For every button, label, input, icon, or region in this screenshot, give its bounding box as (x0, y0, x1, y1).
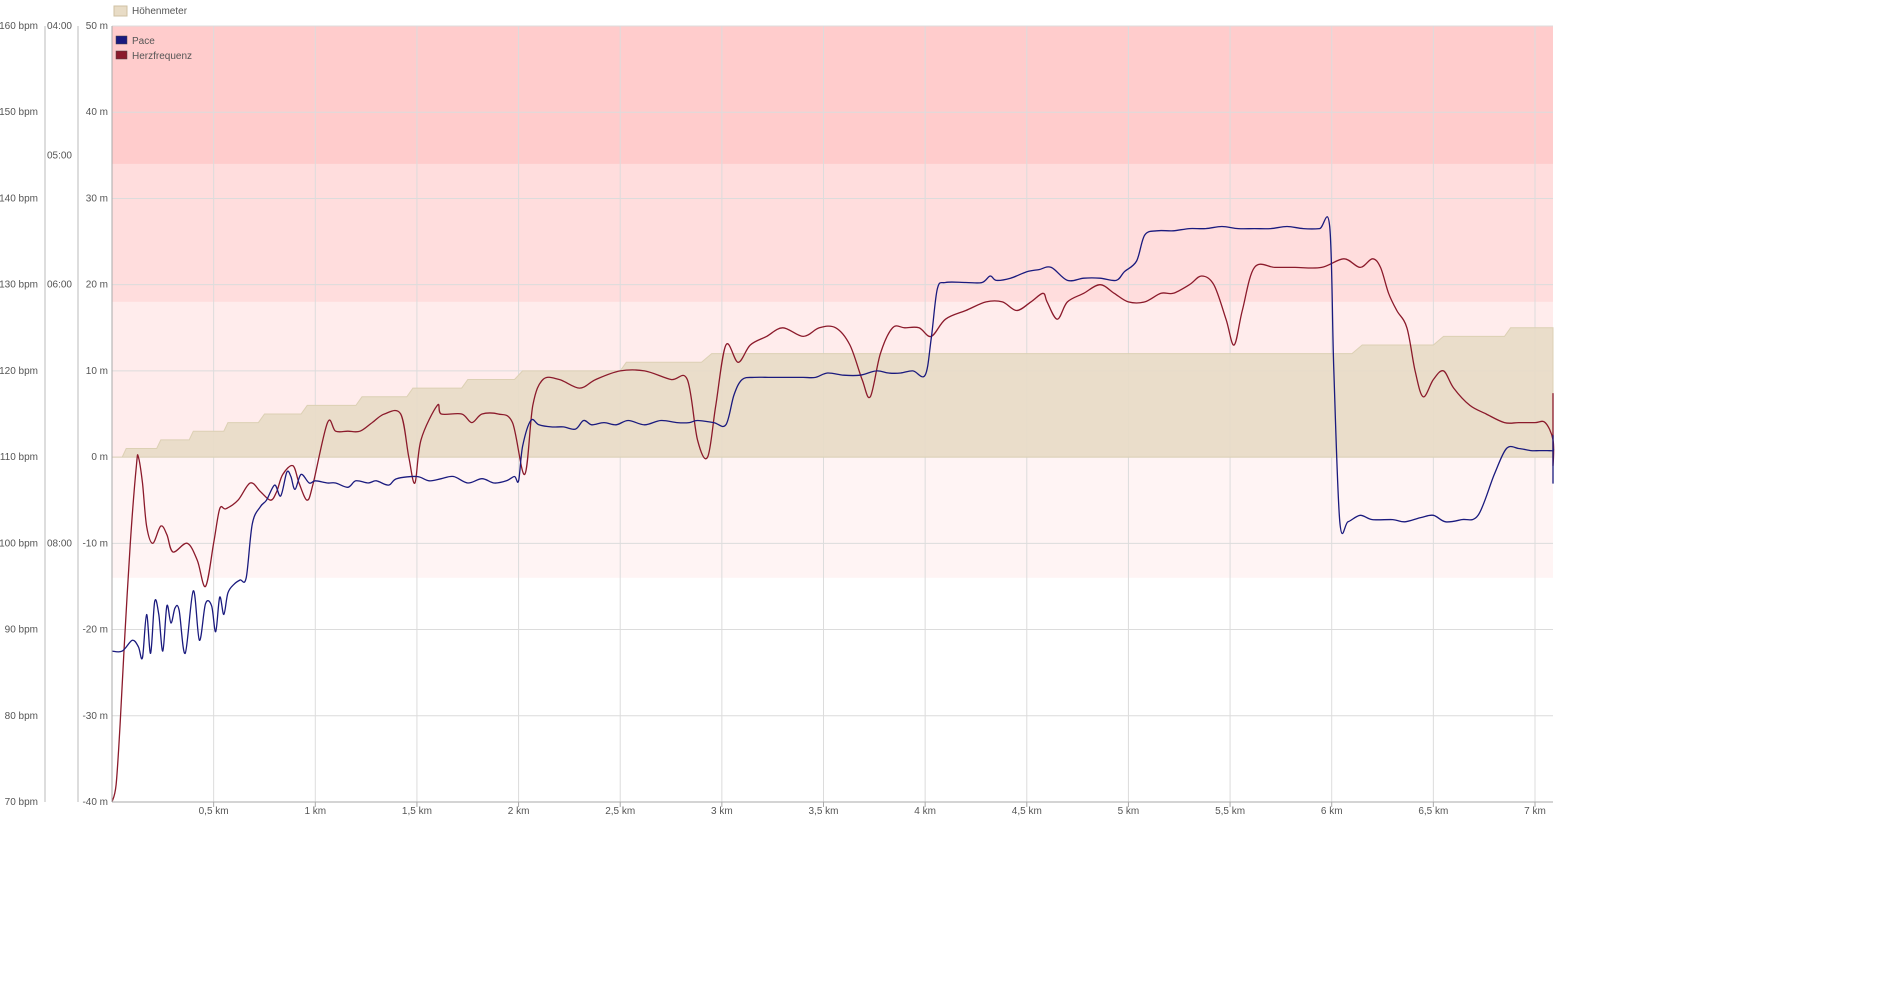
legend-swatch-pace (115, 35, 128, 45)
elevation-tick-label: 10 m (86, 366, 108, 377)
elevation-tick-label: -20 m (82, 625, 108, 636)
hr-tick-label: 100 bpm (0, 538, 38, 549)
legend-swatch-hoehenmeter (113, 5, 128, 17)
x-tick-label: 0,5 km (199, 806, 229, 817)
x-tick-label: 5 km (1118, 806, 1140, 817)
x-tick-label: 5,5 km (1215, 806, 1245, 817)
hr-tick-label: 150 bpm (0, 107, 38, 118)
legend-item-herzfrequenz: Herzfrequenz (115, 50, 192, 62)
pace-tick-label: 06:00 (47, 280, 72, 291)
hr-tick-label: 110 bpm (0, 452, 38, 463)
elevation-tick-label: -10 m (82, 538, 108, 549)
x-tick-label: 4,5 km (1012, 806, 1042, 817)
legend-label-pace: Pace (132, 36, 155, 47)
x-tick-label: 6,5 km (1418, 806, 1448, 817)
x-tick-label: 1 km (304, 806, 326, 817)
axes: 70 bpm 80 bpm 90 bpm 100 bpm 110 bpm 120 bpm 1… (0, 21, 1553, 817)
legend-item-pace: Pace (115, 35, 155, 47)
elevation-tick-label: -30 m (82, 711, 108, 722)
pace-tick-label: 05:00 (47, 150, 72, 161)
hr-tick-label: 160 bpm (0, 21, 38, 32)
legend-item-hoehenmeter: Höhenmeter (113, 5, 188, 17)
elevation-tick-label: 0 m (91, 452, 108, 463)
series-layer (111, 216, 1555, 803)
elevation-tick-label: -40 m (82, 797, 108, 808)
hr-tick-label: 90 bpm (5, 625, 38, 636)
legend-label-hoehenmeter: Höhenmeter (132, 6, 188, 17)
x-tick-label: 2 km (508, 806, 530, 817)
hr-tick-label: 70 bpm (5, 797, 38, 808)
legend-label-herzfrequenz: Herzfrequenz (132, 51, 192, 62)
hr-zone-4 (112, 26, 1553, 164)
hr-tick-label: 120 bpm (0, 366, 38, 377)
legend: Höhenmeter Pace Herzfrequenz (113, 5, 192, 62)
x-tick-label: 3 km (711, 806, 733, 817)
heart-rate-zones (112, 26, 1553, 578)
heart-rate-line (111, 258, 1555, 803)
elevation-tick-label: 30 m (86, 193, 108, 204)
x-tick-label: 7 km (1524, 806, 1546, 817)
pace-tick-label: 04:00 (47, 21, 72, 32)
x-tick-label: 1,5 km (402, 806, 432, 817)
legend-swatch-herzfrequenz (115, 50, 128, 60)
x-tick-label: 6 km (1321, 806, 1343, 817)
hr-tick-label: 130 bpm (0, 280, 38, 291)
hr-zone-3 (112, 163, 1553, 302)
hr-tick-label: 140 bpm (0, 193, 38, 204)
x-tick-label: 3,5 km (808, 806, 838, 817)
elevation-tick-label: 50 m (86, 21, 108, 32)
pace-line (111, 216, 1555, 660)
hr-tick-label: 80 bpm (5, 711, 38, 722)
elevation-tick-label: 20 m (86, 280, 108, 291)
elevation-area (111, 327, 1554, 458)
x-tick-label: 2,5 km (605, 806, 635, 817)
pace-tick-label: 08:00 (47, 538, 72, 549)
x-tick-label: 4 km (914, 806, 936, 817)
hr-zone-1 (112, 457, 1553, 578)
elevation-tick-label: 40 m (86, 107, 108, 118)
